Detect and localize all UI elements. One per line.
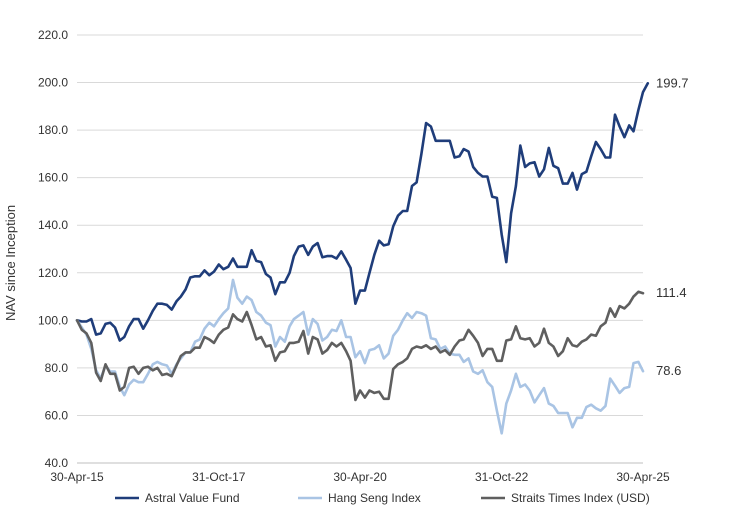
y-tick-label: 160.0 [38,171,68,185]
series-line [75,290,645,402]
y-axis-title: NAV since Inception [3,205,18,321]
x-tick-label: 30-Apr-20 [333,470,387,484]
x-tick-label: 31-Oct-17 [192,470,246,484]
series-lines [75,82,650,435]
y-tick-label: 220.0 [38,28,68,42]
y-tick-label: 80.0 [45,361,69,375]
y-tick-label: 120.0 [38,266,68,280]
x-tick-labels: 30-Apr-15 31-Oct-17 30-Apr-20 31-Oct-22 30-A… [50,470,670,484]
end-value-label: 78.6 [656,363,681,378]
end-value-label: 111.4 [656,285,687,300]
end-value-labels: 199.7 78.6 111.4 [656,75,689,378]
legend: Astral Value Fund Hang Seng Index Straits … [115,491,650,505]
x-tick-label: 30-Apr-15 [50,470,104,484]
y-tick-label: 200.0 [38,76,68,90]
legend-label: Astral Value Fund [145,491,240,505]
y-tick-label: 140.0 [38,218,68,232]
end-value-label: 199.7 [656,75,689,90]
y-tick-label: 40.0 [45,456,69,470]
legend-label: Hang Seng Index [328,491,421,505]
x-tick-label: 31-Oct-22 [475,470,529,484]
gridlines [77,34,643,416]
legend-label: Straits Times Index (USD) [511,491,650,505]
y-tick-label: 100.0 [38,313,68,327]
series-line [75,82,650,342]
x-tick-label: 30-Apr-25 [616,470,670,484]
y-tick-labels: 40.0 60.0 80.0 100.0 120.0 140.0 160.0 180.0 200… [38,28,68,470]
y-tick-label: 180.0 [38,123,68,137]
y-tick-label: 60.0 [45,408,69,422]
